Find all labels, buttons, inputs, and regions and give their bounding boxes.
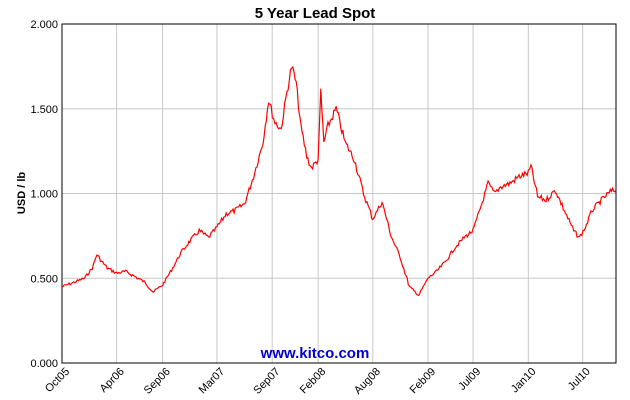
y-tick-label: 0.000 bbox=[30, 358, 58, 370]
watermark: www.kitco.com bbox=[260, 345, 370, 362]
y-axis-label: USD / lb bbox=[16, 172, 28, 214]
y-tick-label: 0.500 bbox=[30, 273, 58, 285]
y-tick-label: 2.000 bbox=[30, 19, 58, 31]
series-line bbox=[61, 65, 617, 297]
y-tick-label: 1.000 bbox=[30, 189, 58, 201]
y-tick-labels: 0.000 0.500 1.000 1.500 2.000 bbox=[30, 19, 58, 370]
plot-area-border bbox=[61, 23, 617, 364]
y-tick-label: 1.500 bbox=[30, 104, 58, 116]
chart-title: 5 Year Lead Spot bbox=[255, 5, 376, 22]
